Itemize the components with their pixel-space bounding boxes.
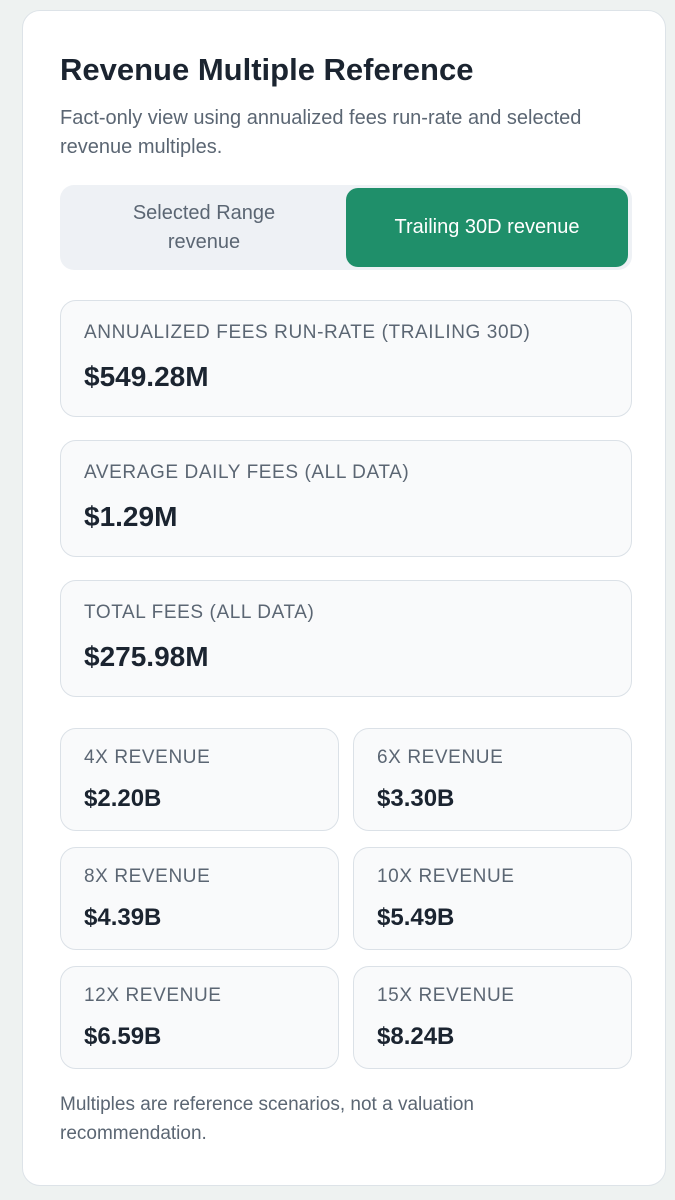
stat-card: ANNUALIZED FEES RUN-RATE (TRAILING 30D) $… xyxy=(60,300,632,417)
multiple-value: $4.39B xyxy=(84,904,162,931)
stat-label: ANNUALIZED FEES RUN-RATE (TRAILING 30D) xyxy=(84,322,531,343)
multiple-card: 6X REVENUE $3.30B xyxy=(353,728,632,831)
multiple-label: 10X REVENUE xyxy=(377,866,515,887)
toggle: Selected Range revenue Trailing 30D reven… xyxy=(60,185,632,270)
multiple-value: $2.20B xyxy=(84,785,162,812)
stat-value: $549.28M xyxy=(84,361,209,392)
stat-value: $1.29M xyxy=(84,501,178,532)
multiple-card: 10X REVENUE $5.49B xyxy=(353,847,632,950)
toggle-option[interactable]: Trailing 30D revenue xyxy=(346,188,628,267)
multiple-label: 15X REVENUE xyxy=(377,985,515,1006)
title: Revenue Multiple Reference xyxy=(60,52,474,87)
subtitle: Fact-only view using annualized fees run… xyxy=(60,107,582,158)
multiple-label: 4X REVENUE xyxy=(84,747,211,768)
footnote: Multiples are reference scenarios, not a… xyxy=(60,1094,475,1144)
multiple-label: 8X REVENUE xyxy=(84,866,211,887)
stat-label: TOTAL FEES (ALL DATA) xyxy=(84,602,315,623)
stat-card: AVERAGE DAILY FEES (ALL DATA) $1.29M xyxy=(60,440,632,557)
multiple-value: $3.30B xyxy=(377,785,455,812)
multiple-card: 8X REVENUE $4.39B xyxy=(60,847,339,950)
stat-value: $275.98M xyxy=(84,641,209,672)
multiple-value: $6.59B xyxy=(84,1023,162,1050)
multiple-label: 6X REVENUE xyxy=(377,747,504,768)
multiple-card: 12X REVENUE $6.59B xyxy=(60,966,339,1069)
multiple-label: 12X REVENUE xyxy=(84,985,222,1006)
multiple-value: $5.49B xyxy=(377,904,455,931)
stat-label: AVERAGE DAILY FEES (ALL DATA) xyxy=(84,462,410,483)
multiple-card: 4X REVENUE $2.20B xyxy=(60,728,339,831)
toggle-option[interactable]: Selected Range revenue xyxy=(132,201,276,253)
multiple-value: $8.24B xyxy=(377,1023,455,1050)
multiple-card: 15X REVENUE $8.24B xyxy=(353,966,632,1069)
stat-card: TOTAL FEES (ALL DATA) $275.98M xyxy=(60,580,632,697)
